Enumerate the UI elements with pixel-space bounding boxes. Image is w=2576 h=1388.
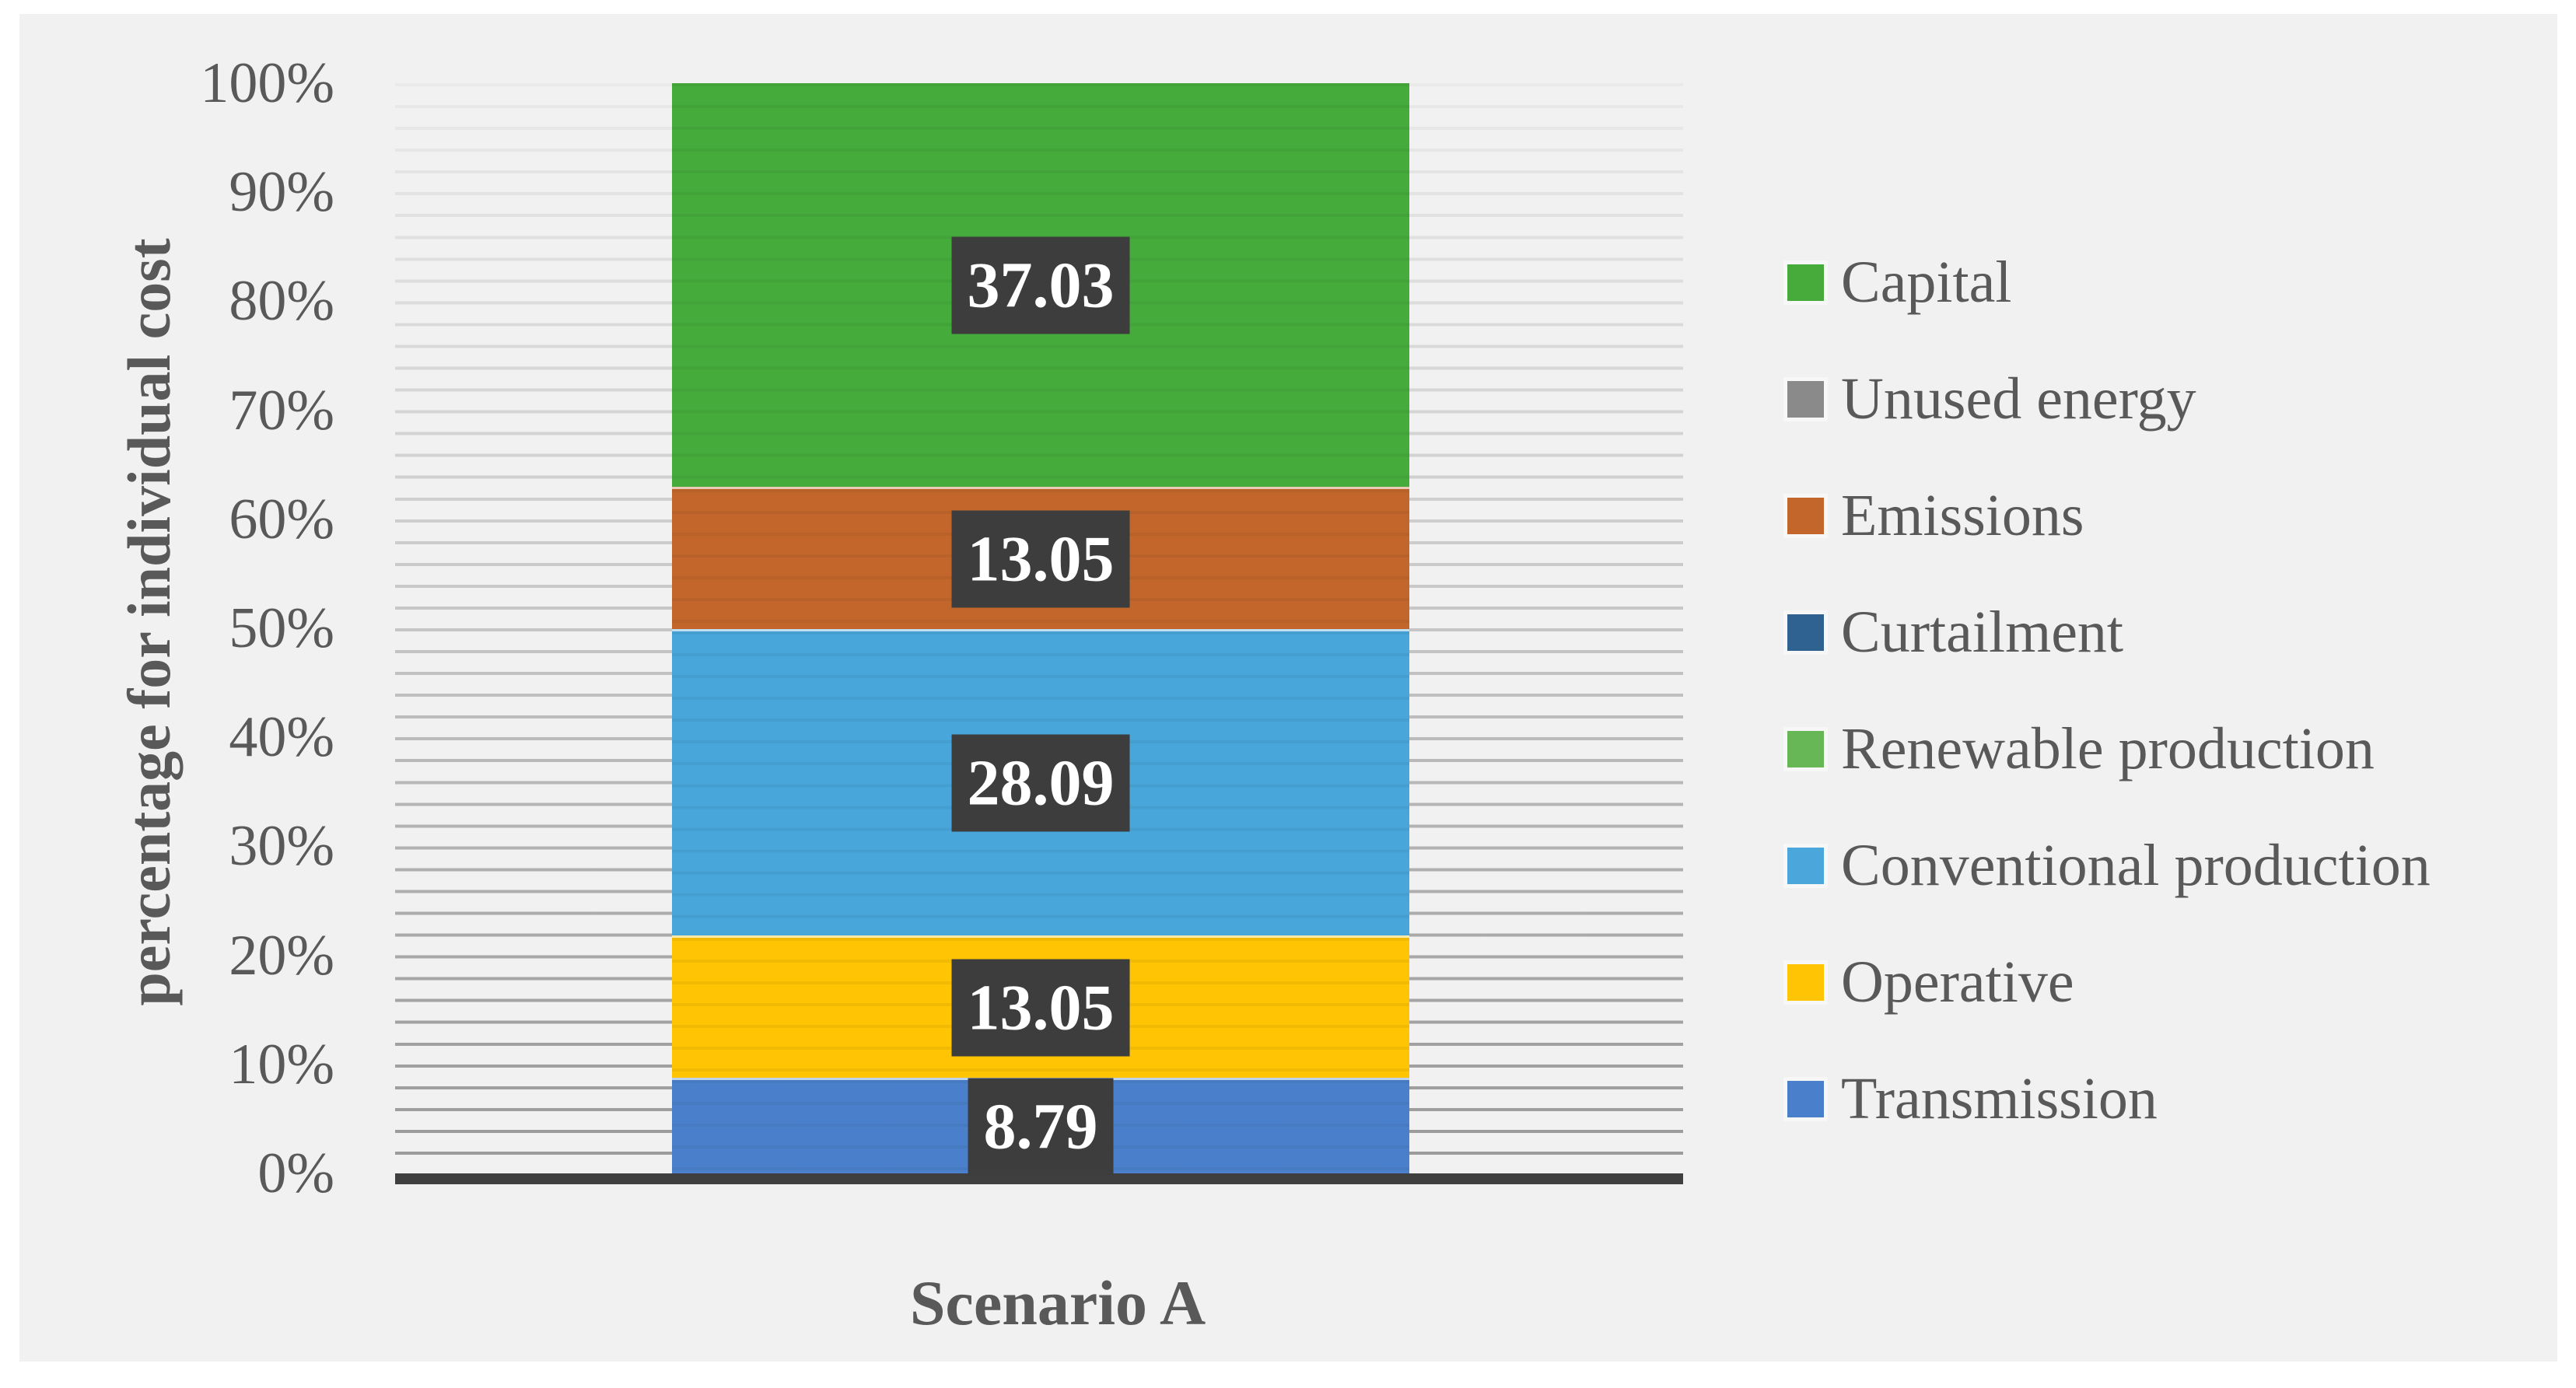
bar-segment-transmission: 8.79 [672, 1077, 1409, 1176]
y-tick-20: 20% [229, 923, 334, 988]
y-tick-60: 60% [229, 487, 334, 551]
legend-item-unused-energy: Unused energy [1787, 360, 2431, 438]
legend-swatch-conventional-production-icon [1787, 847, 1824, 884]
legend-label-transmission: Transmission [1841, 1065, 2158, 1131]
stacked-bar-scenario-a: 8.79 13.05 28.09 13.05 37.03 [672, 83, 1409, 1176]
y-tick-70: 70% [229, 378, 334, 442]
legend-swatch-renewable-production-icon [1787, 730, 1824, 767]
value-label-capital: 37.03 [951, 236, 1130, 334]
legend-item-capital: Capital [1787, 243, 2431, 321]
x-axis-category-label: Scenario A [909, 1267, 1206, 1338]
legend-label-operative: Operative [1841, 949, 2074, 1015]
legend-item-renewable-production: Renewable production [1787, 710, 2431, 788]
y-tick-80: 80% [229, 269, 334, 334]
legend-label-conventional-production: Conventional production [1841, 832, 2431, 898]
legend-label-curtailment: Curtailment [1841, 599, 2124, 665]
y-tick-90: 90% [229, 160, 334, 225]
y-tick-40: 40% [229, 705, 334, 770]
legend-swatch-curtailment-icon [1787, 614, 1824, 651]
y-tick-10: 10% [229, 1032, 334, 1096]
legend-label-renewable-production: Renewable production [1841, 715, 2375, 781]
x-axis-line [395, 1173, 1683, 1184]
value-label-operative: 13.05 [951, 959, 1130, 1057]
legend-swatch-unused-energy-icon [1787, 380, 1824, 418]
bar-segment-capital: 37.03 [672, 83, 1409, 488]
legend-swatch-operative-icon [1787, 963, 1824, 1001]
value-label-transmission: 8.79 [968, 1078, 1114, 1176]
legend-item-emissions: Emissions [1787, 477, 2431, 554]
legend-swatch-emissions-icon [1787, 497, 1824, 534]
bar-segment-operative: 13.05 [672, 935, 1409, 1078]
legend-label-unused-energy: Unused energy [1841, 365, 2196, 432]
y-tick-100: 100% [200, 51, 334, 115]
bar-segment-conventional-production: 28.09 [672, 629, 1409, 935]
legend-item-conventional-production: Conventional production [1787, 827, 2431, 904]
legend-swatch-transmission-icon [1787, 1080, 1824, 1117]
legend: Capital Unused energy Emissions Curtailm… [1787, 243, 2431, 1138]
y-tick-0: 0% [257, 1142, 334, 1205]
legend-item-transmission: Transmission [1787, 1060, 2431, 1138]
bar-segment-emissions: 13.05 [672, 487, 1409, 630]
legend-swatch-capital-icon [1787, 264, 1824, 301]
value-label-emissions: 13.05 [951, 510, 1130, 608]
legend-label-capital: Capital [1841, 249, 2012, 315]
y-tick-30: 30% [229, 814, 334, 879]
y-tick-50: 50% [229, 596, 334, 660]
legend-label-emissions: Emissions [1841, 482, 2084, 548]
value-label-conventional-production: 28.09 [951, 734, 1130, 832]
legend-item-curtailment: Curtailment [1787, 593, 2431, 671]
legend-item-operative: Operative [1787, 943, 2431, 1021]
